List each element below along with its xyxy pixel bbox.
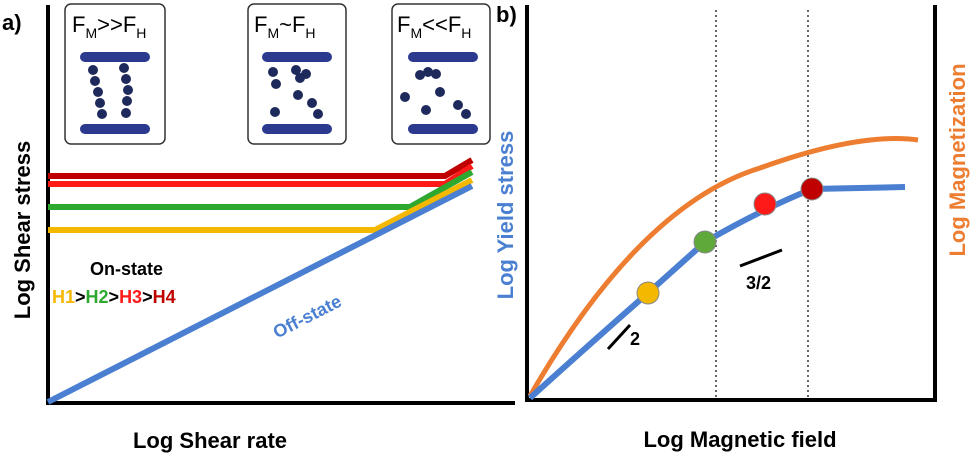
slope-label: 2 [630, 329, 640, 349]
inset-sub: M [410, 25, 422, 41]
inset-sub: M [85, 25, 97, 41]
inset-sub: M [267, 25, 279, 41]
inset: FM>>FH [65, 4, 165, 144]
inset-sub: H [305, 25, 315, 41]
inset-sub: H [461, 25, 471, 41]
figure: a) Log Shear stress Log Shear rate On-st… [0, 0, 978, 464]
field-sep: > [109, 287, 120, 307]
x-axis-title: Log Shear rate [133, 428, 287, 453]
inset-text: F [254, 12, 267, 37]
magnetization-curve [530, 139, 918, 396]
inset: FM~FH [248, 4, 346, 144]
field: H3 [119, 287, 142, 307]
field-sep: > [75, 287, 86, 307]
field: H4 [153, 287, 176, 307]
h4-point [801, 178, 823, 200]
x-axis-title: Log Magnetic field [643, 427, 836, 452]
off-state-label: Off-state [270, 291, 345, 342]
panel-label: b) [496, 2, 517, 27]
inset-text: F [72, 12, 85, 37]
on-state-label: On-state [90, 259, 163, 279]
y2-axis-title: Log Magnetization [945, 63, 970, 256]
panel-label: a) [2, 10, 22, 35]
inset-text: ~F [279, 12, 305, 37]
h2-point [694, 231, 716, 253]
h3-point [754, 193, 776, 215]
inset-text: F [397, 12, 410, 37]
inset-sub: H [136, 25, 146, 41]
y-axis-title: Log Yield stress [493, 131, 518, 300]
field-order: H1>H2>H3>H4 [52, 287, 176, 307]
field-sep: > [142, 287, 153, 307]
slope-label: 3/2 [746, 273, 771, 293]
y-axis-title: Log Shear stress [10, 141, 35, 320]
inset: FM<<FH [392, 4, 490, 144]
inset-text: >>F [97, 12, 136, 37]
h1-point [637, 282, 659, 304]
slope-line [740, 250, 782, 266]
inset-text: <<F [422, 12, 461, 37]
h4-curve [48, 160, 472, 176]
svg-text:FM>>FH: FM>>FH [72, 12, 146, 41]
field: H1 [52, 287, 75, 307]
svg-text:FM<<FH: FM<<FH [397, 12, 471, 41]
yield-stress-curve [530, 187, 905, 398]
field: H2 [86, 287, 109, 307]
